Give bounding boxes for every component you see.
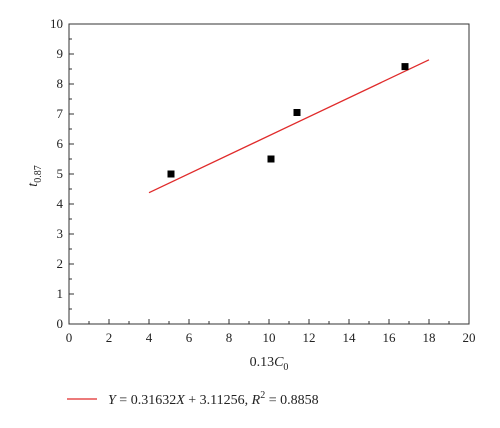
x-tick-label: 2 [106,330,113,345]
data-point [401,63,409,71]
y-tick-label: 5 [57,166,64,181]
data-point [293,109,301,116]
y-tick-label: 8 [57,76,64,91]
x-tick-label: 8 [226,330,233,345]
y-tick-label: 10 [50,16,63,31]
x-axis-label: 0.13C0 [250,355,289,373]
x-tick-label: 10 [263,330,276,345]
y-tick-label: 7 [57,106,64,121]
fit-line [148,59,430,194]
y-tick-label: 6 [57,136,64,151]
y-axis-label: t0.87 [26,165,44,186]
y-tick-label: 3 [57,226,64,241]
data-point [167,170,175,178]
x-axis: 0 2 4 6 8 10 12 14 16 18 20 [66,319,476,345]
x-tick-label: 0 [66,330,73,345]
legend: Y = 0.31632X + 3.11256, R2 = 0.8858 [67,390,319,408]
y-tick-label: 4 [57,196,64,211]
x-tick-label: 18 [423,330,436,345]
y-tick-label: 0 [57,316,64,331]
data-points [167,63,409,178]
x-tick-label: 12 [303,330,316,345]
x-tick-label: 4 [146,330,153,345]
y-tick-label: 2 [57,256,64,271]
x-tick-label: 14 [343,330,357,345]
x-tick-label: 16 [383,330,397,345]
legend-entry: Y = 0.31632X + 3.11256, R2 = 0.8858 [108,390,319,408]
x-tick-label: 20 [463,330,476,345]
y-tick-label: 1 [57,286,64,301]
y-axis: 0 1 2 3 4 5 6 7 8 9 10 [50,16,74,331]
x-tick-label: 6 [186,330,193,345]
y-tick-label: 9 [57,46,64,61]
data-point [267,155,275,163]
